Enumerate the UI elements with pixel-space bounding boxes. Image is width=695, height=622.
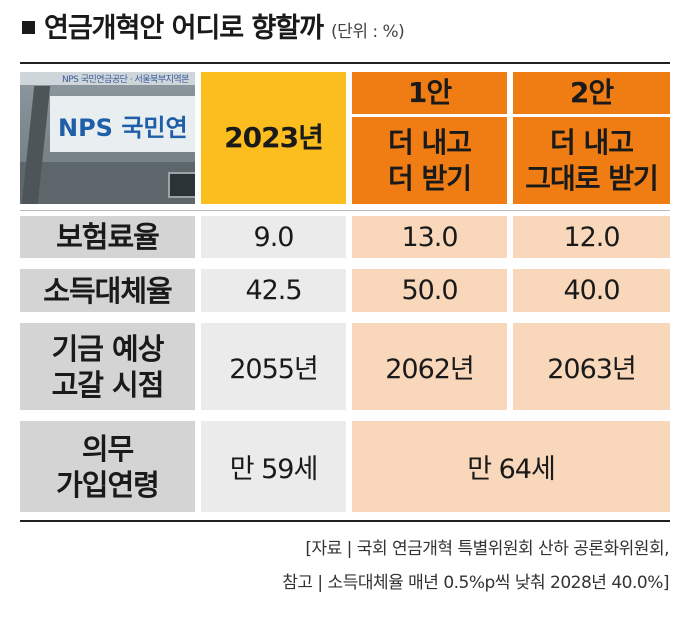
cell-value: 2063년 [547,354,637,385]
header-plan2-desc: 더 내고 그대로 받기 [513,117,670,204]
plan2-name: 2안 [569,76,614,109]
cell-value: 40.0 [563,275,620,306]
source-note: [자료 | 국회 연금개혁 특별위원회 산하 공론화위원회, [305,539,669,559]
cell-value: 만 59세 [229,454,319,485]
reference-note: 참고 | 소득대체율 매년 0.5%p씩 낮춰 2028년 40.0%] [282,573,669,593]
cell-depletion-plan2: 2063년 [513,323,670,410]
cell-age-2023: 만 59세 [201,421,346,512]
plan2-desc-line1: 더 내고 [549,125,634,159]
row-label-replacement-rate: 소득대체율 [20,269,195,312]
row-label-text: 보험료율 [56,220,160,254]
cell-depletion-plan1: 2062년 [352,323,507,410]
cell-premium-2023: 9.0 [201,216,346,258]
header-2023: 2023년 [201,72,346,204]
row-label-text: 소득대체율 [43,273,172,308]
nps-building-photo: NPS 국민연금공단 · 서울북부지역본 NPS 국민연 [20,72,195,204]
cell-value: 만 64세 [467,454,556,485]
cell-value: 13.0 [401,221,458,253]
cell-premium-plan1: 13.0 [352,216,507,258]
cell-value: 9.0 [253,221,295,253]
plan1-desc-line1: 더 내고 [387,125,472,159]
row-label-line1: 기금 예상 [51,331,165,366]
row-label-premium-rate: 보험료율 [20,216,195,258]
header-plan2-name: 2안 [513,72,670,114]
header-plan1-name: 1안 [352,72,507,114]
cell-age-plans: 만 64세 [352,421,670,512]
header-2023-label: 2023년 [224,121,324,154]
bottom-rule [20,520,670,522]
row-label-line2: 가입연령 [56,467,160,502]
row-label-line1: 의무 [81,431,134,466]
photo-sign-text: NPS 국민연금공단 · 서울북부지역본 [62,75,189,85]
title-text: 연금개혁안 어디로 향할까 [44,13,324,44]
page-title: 연금개혁안 어디로 향할까 (단위 : %) [22,6,405,48]
row-label-line2: 고갈 시점 [51,367,165,402]
unit-note: (단위 : %) [331,22,405,42]
top-rule [20,62,670,64]
cell-depletion-2023: 2055년 [201,323,346,410]
cell-value: 2062년 [385,354,475,385]
cell-value: 42.5 [245,275,302,306]
nps-logo: NPS 국민연 [58,114,188,142]
cell-replacement-2023: 42.5 [201,269,346,312]
row-label-depletion: 기금 예상 고갈 시점 [20,323,195,410]
plan2-desc-line2: 그대로 받기 [525,161,659,195]
cell-value: 12.0 [563,221,620,253]
cell-replacement-plan1: 50.0 [352,269,507,312]
cell-premium-plan2: 12.0 [513,216,670,258]
cell-value: 2055년 [229,354,319,385]
cell-replacement-plan2: 40.0 [513,269,670,312]
header-plan1-desc: 더 내고 더 받기 [352,117,507,204]
header-divider [20,210,670,211]
plan1-name: 1안 [407,76,452,109]
cell-value: 50.0 [401,275,458,306]
plan1-desc-line2: 더 받기 [387,161,472,195]
bullet-square-icon [22,21,35,34]
row-label-enrollment-age: 의무 가입연령 [20,421,195,512]
